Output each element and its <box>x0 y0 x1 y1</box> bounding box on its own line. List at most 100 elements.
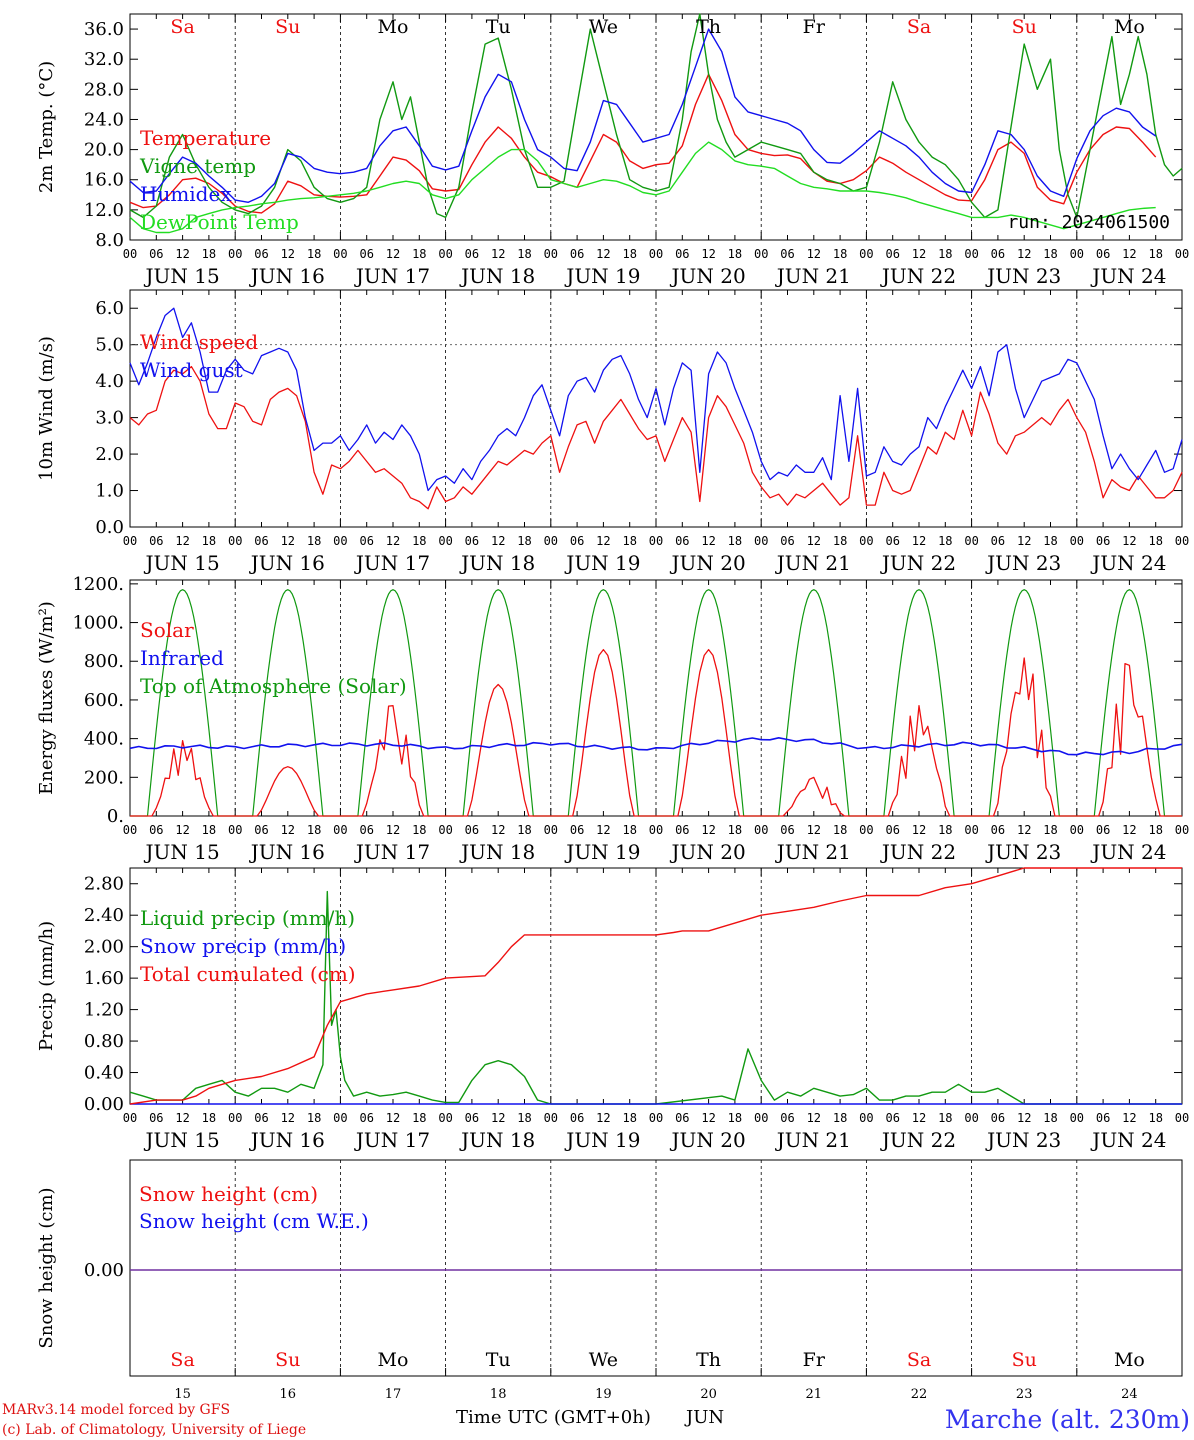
energy-hour-label: 00 <box>438 823 452 837</box>
snow-day-number: 18 <box>490 1387 507 1402</box>
precip-hour-label: 06 <box>991 1111 1005 1125</box>
temperature-date-label: JUN 23 <box>985 264 1061 288</box>
precip-hour-label: 06 <box>149 1111 163 1125</box>
temperature-hour-label: 12 <box>596 247 610 261</box>
energy-y-tick-label: 1200. <box>72 574 124 595</box>
energy-hour-label: 00 <box>859 823 873 837</box>
energy-hour-label: 12 <box>386 823 400 837</box>
snow-y-tick-label: 0.00 <box>84 1260 124 1281</box>
precip-y-tick-label: 0.80 <box>84 1031 124 1052</box>
precip-hour-label: 06 <box>359 1111 373 1125</box>
energy-hour-label: 06 <box>359 823 373 837</box>
wind-legend-1: Wind speed <box>140 330 258 354</box>
precip-legend-1: Liquid precip (mm/h) <box>140 906 355 930</box>
temperature-date-label: JUN 19 <box>564 264 640 288</box>
wind-hour-label: 18 <box>938 534 952 548</box>
precip-date-label: JUN 22 <box>880 1128 956 1152</box>
precip-y-tick-label: 2.00 <box>84 937 124 958</box>
temperature-hour-label: 06 <box>359 247 373 261</box>
energy-hour-label: 06 <box>570 823 584 837</box>
energy-hour-label: 06 <box>465 823 479 837</box>
snow-day-number: 21 <box>806 1387 823 1402</box>
energy-hour-label: 00 <box>123 823 137 837</box>
wind-hour-label: 18 <box>517 534 531 548</box>
temperature-hour-label: 12 <box>807 247 821 261</box>
temperature-date-label: JUN 24 <box>1090 264 1166 288</box>
wind-hour-label: 18 <box>202 534 216 548</box>
temperature-hour-label: 06 <box>570 247 584 261</box>
wind-hour-label: 18 <box>412 534 426 548</box>
precip-legend-2: Snow precip (mm/h) <box>140 934 346 958</box>
energy-hour-label: 06 <box>780 823 794 837</box>
precip-hour-label: 06 <box>1096 1111 1110 1125</box>
temp-weekday: Th <box>696 16 721 38</box>
precip-date-label: JUN 21 <box>775 1128 851 1152</box>
wind-hour-label: 06 <box>254 534 268 548</box>
precip-y-tick-label: 0.40 <box>84 1063 124 1084</box>
energy-y-tick-label: 400. <box>84 729 124 750</box>
wind-hour-label: 06 <box>149 534 163 548</box>
energy-date-label: JUN 16 <box>249 840 325 864</box>
energy-hour-label: 12 <box>596 823 610 837</box>
energy-hour-label: 18 <box>517 823 531 837</box>
precip-date-label: JUN 24 <box>1090 1128 1166 1152</box>
precip-hour-label: 06 <box>675 1111 689 1125</box>
temperature-hour-label: 00 <box>228 247 242 261</box>
energy-hour-label: 12 <box>491 823 505 837</box>
precip-date-label: JUN 18 <box>459 1128 535 1152</box>
snow-weekday: Mo <box>1114 1349 1145 1371</box>
wind-date-label: JUN 24 <box>1090 551 1166 575</box>
wind-hour-label: 00 <box>544 534 558 548</box>
wind-y-tick-label: 6.0 <box>95 298 124 319</box>
precip-hour-label: 06 <box>254 1111 268 1125</box>
precip-hour-label: 12 <box>386 1111 400 1125</box>
temp-weekday: Su <box>275 16 300 38</box>
energy-date-label: JUN 18 <box>459 840 535 864</box>
energy-y-tick-label: 1000. <box>72 613 124 634</box>
precip-hour-label: 00 <box>438 1111 452 1125</box>
snow-weekday: We <box>589 1349 618 1371</box>
energy-hour-label: 00 <box>228 823 242 837</box>
temperature-hour-label: 00 <box>438 247 452 261</box>
temperature-y-tick-label: 8.0 <box>95 230 124 251</box>
wind-hour-label: 18 <box>622 534 636 548</box>
meteogram-panels: 8.0 12.0 16.0 20.0 24.0 28.0 32.0 36.0 2m Temp. … <box>36 13 1189 1402</box>
wind-hour-label: 00 <box>438 534 452 548</box>
precip-hour-label: 18 <box>307 1111 321 1125</box>
x-axis-title: Time UTC (GMT+0h) <box>456 1407 651 1428</box>
wind-hour-label: 12 <box>175 534 189 548</box>
energy-hour-label: 00 <box>649 823 663 837</box>
energy-hour-label: 06 <box>149 823 163 837</box>
wind-hour-label: 00 <box>1175 534 1189 548</box>
wind-date-label: JUN 15 <box>144 551 220 575</box>
energy-hour-label: 18 <box>1043 823 1057 837</box>
energy-hour-label: 12 <box>807 823 821 837</box>
wind-hour-label: 12 <box>596 534 610 548</box>
wind-y-tick-label: 1.0 <box>95 481 124 502</box>
temperature-y-axis-label: 2m Temp. (°C) <box>36 61 57 193</box>
precip-y-tick-label: 2.40 <box>84 905 124 926</box>
footer-credit-line1: MARv3.14 model forced by GFS <box>2 1402 230 1418</box>
precip-hour-label: 18 <box>1043 1111 1057 1125</box>
wind-date-label: JUN 21 <box>775 551 851 575</box>
temperature-hour-label: 12 <box>912 247 926 261</box>
temperature-date-label: JUN 18 <box>459 264 535 288</box>
temperature-hour-label: 12 <box>1017 247 1031 261</box>
wind-hour-label: 00 <box>649 534 663 548</box>
run-label: run: 2024061500 <box>1007 212 1170 233</box>
energy-y-tick-label: 0. <box>107 806 124 827</box>
temperature-hour-label: 12 <box>1122 247 1136 261</box>
temperature-hour-label: 00 <box>123 247 137 261</box>
precip-y-tick-label: 1.60 <box>84 968 124 989</box>
temperature-hour-label: 18 <box>622 247 636 261</box>
temp-legend-3: Humidex <box>140 182 232 206</box>
precip-legend-3: Total cumulated (cm) <box>140 962 356 986</box>
wind-date-label: JUN 22 <box>880 551 956 575</box>
energy-hour-label: 00 <box>1070 823 1084 837</box>
precip-hour-label: 18 <box>412 1111 426 1125</box>
precip-hour-label: 00 <box>1070 1111 1084 1125</box>
temperature-hour-label: 00 <box>1175 247 1189 261</box>
precip-date-label: JUN 15 <box>144 1128 220 1152</box>
temp-line-temperature <box>129 73 1157 214</box>
precip-hour-label: 18 <box>938 1111 952 1125</box>
